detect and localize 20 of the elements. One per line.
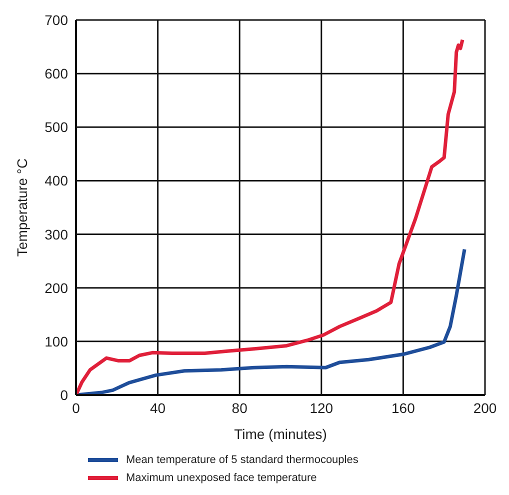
y-tick-label: 0 bbox=[60, 386, 68, 403]
y-tick-label: 700 bbox=[44, 12, 68, 28]
y-tick-label: 200 bbox=[44, 280, 68, 296]
x-axis-title: Time (minutes) bbox=[234, 426, 327, 442]
y-tick-label: 400 bbox=[44, 172, 68, 189]
x-tick-label: 80 bbox=[232, 400, 248, 416]
x-tick-label: 0 bbox=[72, 400, 80, 416]
y-tick-label: 300 bbox=[44, 226, 68, 242]
y-axis-title: Temperature °C bbox=[14, 158, 30, 257]
x-tick-label: 200 bbox=[473, 400, 497, 416]
x-tick-label: 40 bbox=[150, 400, 166, 416]
y-tick-label: 600 bbox=[44, 66, 68, 82]
line-series bbox=[76, 38, 464, 395]
x-tick-label: 160 bbox=[392, 400, 416, 416]
legend-label: Maximum unexposed face temperature bbox=[126, 471, 317, 486]
line-series bbox=[76, 248, 466, 395]
y-tick-label: 500 bbox=[44, 119, 68, 136]
x-tick-label: 120 bbox=[310, 400, 334, 416]
legend-label: Mean temperature of 5 standard thermocouples bbox=[126, 453, 358, 468]
y-tick-label: 100 bbox=[44, 333, 68, 350]
